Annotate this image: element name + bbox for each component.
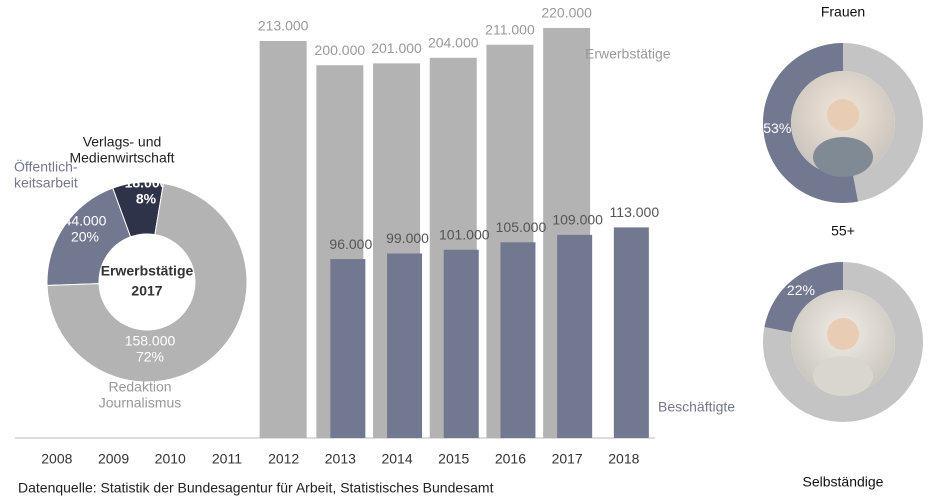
ring-value: 22% <box>787 282 815 298</box>
value-label: 220.000 <box>541 5 592 21</box>
segment-value: 158.000 <box>125 333 176 349</box>
ring-caption: Selbständige <box>803 474 884 490</box>
segment-label: Redaktion <box>108 379 171 395</box>
bar <box>330 259 365 438</box>
x-tick-label: 2012 <box>268 451 299 467</box>
value-label: 99.000 <box>386 230 429 246</box>
value-label: 201.000 <box>371 40 422 56</box>
value-label: 109.000 <box>552 212 603 228</box>
value-label: 101.000 <box>439 226 490 242</box>
segment-value: 44.000 <box>64 213 107 229</box>
segment-value: 18.000 <box>125 175 168 191</box>
value-label: 105.000 <box>496 219 547 235</box>
segment-label: Journalismus <box>99 395 181 411</box>
value-label: 204.000 <box>428 34 479 50</box>
ring-value: 53% <box>763 120 791 136</box>
segment-percent: 8% <box>136 191 157 207</box>
source-note: Datenquelle: Statistik der Bundesagentur… <box>18 480 494 496</box>
series-label: Beschäftigte <box>658 399 735 415</box>
value-label: 96.000 <box>329 236 372 252</box>
series-label: Erwerbstätige <box>585 46 671 62</box>
x-tick-label: 2008 <box>41 451 72 467</box>
segment-label: keitsarbeit <box>14 175 78 191</box>
segment-label: Medienwirtschaft <box>69 150 174 166</box>
bar <box>260 41 307 438</box>
bar <box>387 253 422 438</box>
x-tick-label: 2010 <box>155 451 186 467</box>
ring-title: Frauen <box>821 4 865 20</box>
x-tick-label: 2015 <box>438 451 469 467</box>
donut-center-label: 2017 <box>131 283 162 299</box>
value-label: 113.000 <box>610 204 660 220</box>
x-tick-label: 2013 <box>325 451 356 467</box>
photo-head <box>827 318 859 350</box>
photo-figure <box>813 137 873 177</box>
x-tick-label: 2009 <box>98 451 129 467</box>
value-label: 211.000 <box>485 21 535 37</box>
segment-percent: 20% <box>71 229 99 245</box>
photo-head <box>827 99 859 131</box>
x-tick-label: 2017 <box>552 451 583 467</box>
x-tick-label: 2014 <box>381 451 412 467</box>
segment-label: Verlags- und <box>83 134 162 150</box>
photo-figure <box>813 356 873 396</box>
value-label: 200.000 <box>315 42 366 58</box>
x-tick-label: 2018 <box>608 451 639 467</box>
x-tick-label: 2011 <box>212 451 242 467</box>
ring-title: 55+ <box>831 223 855 239</box>
x-tick-label: 2016 <box>495 451 526 467</box>
donut-center-label: Erwerbstätige <box>101 263 194 279</box>
bar <box>614 227 649 438</box>
bar <box>557 235 592 438</box>
value-label: 213.000 <box>258 18 309 34</box>
bar <box>500 242 535 438</box>
segment-label: Öffentlich- <box>14 158 78 175</box>
infographic: Datenquelle: Statistik der Bundesagentur… <box>0 0 929 497</box>
bar <box>444 250 479 438</box>
segment-percent: 72% <box>136 349 164 365</box>
